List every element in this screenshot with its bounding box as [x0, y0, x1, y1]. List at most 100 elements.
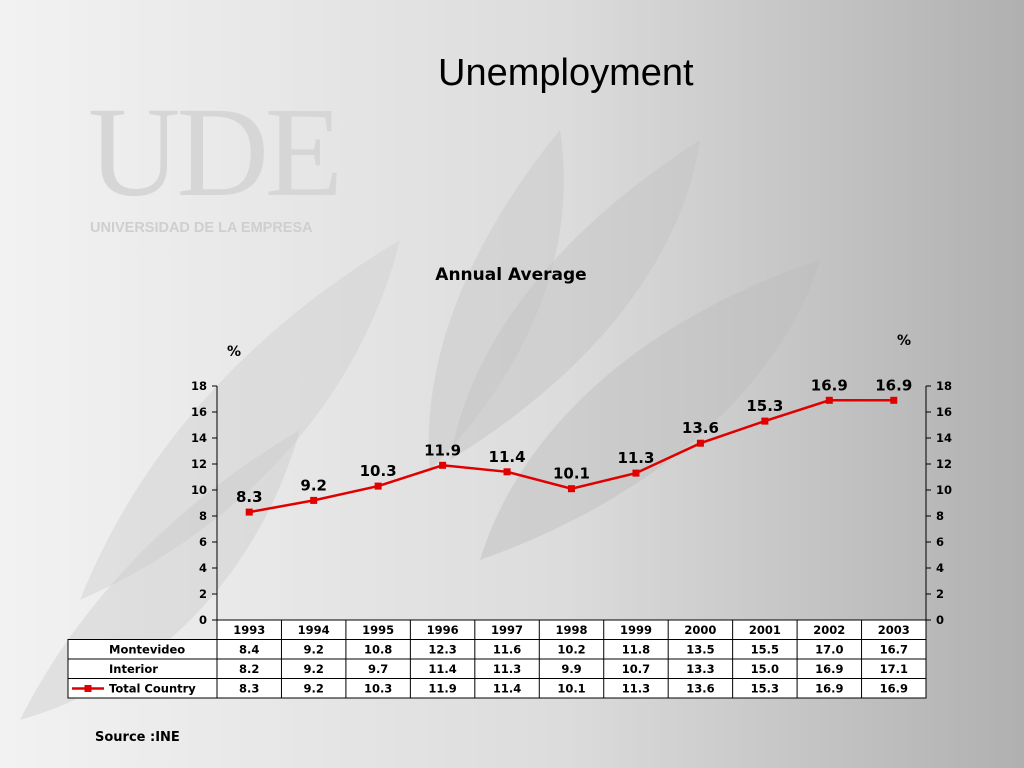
left-tick-label: 14 — [191, 431, 207, 445]
table-cell: 13.5 — [686, 643, 714, 657]
right-tick-label: 10 — [936, 483, 952, 497]
table-cell: 15.5 — [751, 643, 779, 657]
table-cell: 10.3 — [364, 682, 392, 696]
data-label: 16.9 — [875, 376, 912, 394]
logo-subtitle: UNIVERSIDAD DE LA EMPRESA — [90, 220, 313, 236]
right-tick-label: 18 — [936, 379, 952, 393]
right-tick-label: 14 — [936, 431, 952, 445]
table-cell: 10.7 — [622, 662, 650, 676]
data-point — [825, 396, 833, 404]
category-label: 2003 — [878, 623, 910, 637]
page-title: Unemployment — [438, 52, 694, 94]
table-cell: 8.2 — [239, 662, 259, 676]
right-tick-label: 12 — [936, 457, 952, 471]
category-label: 2000 — [684, 623, 716, 637]
category-label: 1995 — [362, 623, 394, 637]
data-point — [568, 485, 575, 493]
table-cell: 10.2 — [557, 643, 585, 657]
university-logo: UDE UNIVERSIDAD DE LA EMPRESA — [88, 88, 358, 248]
table-cell: 17.1 — [880, 662, 908, 676]
data-point — [632, 469, 640, 477]
right-tick-label: 4 — [936, 561, 944, 575]
right-tick-label: 2 — [936, 587, 944, 601]
table-cell: 10.1 — [557, 682, 585, 696]
table-cell: 8.3 — [239, 682, 259, 696]
data-label: 11.3 — [617, 449, 654, 467]
table-row-label: Total Country — [109, 682, 196, 696]
table-cell: 9.9 — [561, 662, 581, 676]
category-label: 1998 — [555, 623, 587, 637]
y-axis-label-right: % — [897, 333, 911, 349]
category-label: 1996 — [427, 623, 459, 637]
data-label: 10.1 — [553, 465, 590, 483]
data-point — [374, 482, 382, 490]
data-label: 8.3 — [236, 488, 263, 506]
category-label: 2002 — [813, 623, 845, 637]
left-tick-label: 4 — [199, 561, 207, 575]
table-cell: 8.4 — [239, 643, 259, 657]
table-cell: 9.2 — [303, 662, 323, 676]
table-cell: 13.3 — [686, 662, 714, 676]
table-cell: 11.3 — [493, 662, 521, 676]
chart-title-text: Annual Average — [435, 265, 587, 285]
total-country-line — [249, 399, 894, 514]
data-point — [761, 417, 769, 425]
data-label: 9.2 — [300, 476, 327, 494]
left-tick-label: 8 — [199, 509, 207, 523]
data-label: 16.9 — [811, 376, 848, 394]
data-label: 11.9 — [424, 441, 461, 459]
left-tick-label: 2 — [199, 587, 207, 601]
table-cell: 16.9 — [880, 682, 908, 696]
table-cell: 16.7 — [880, 643, 908, 657]
table-cell: 13.6 — [686, 682, 714, 696]
category-label: 2001 — [749, 623, 781, 637]
table-cell: 11.3 — [622, 682, 650, 696]
table-row-label: Interior — [109, 662, 158, 676]
data-point — [439, 461, 447, 469]
table-cell: 10.8 — [364, 643, 392, 657]
category-label: 1993 — [233, 623, 265, 637]
left-tick-label: 10 — [191, 483, 207, 497]
data-point — [245, 508, 253, 516]
left-tick-label: 18 — [191, 379, 207, 393]
table-cell: 11.8 — [622, 643, 650, 657]
category-label: 1997 — [491, 623, 523, 637]
table-cell: 16.9 — [815, 662, 843, 676]
data-point — [503, 468, 511, 476]
table-cell: 15.0 — [751, 662, 779, 676]
left-tick-label: 12 — [191, 457, 207, 471]
table-cell: 11.4 — [428, 662, 456, 676]
category-label: 1999 — [620, 623, 652, 637]
data-label: 15.3 — [746, 397, 783, 415]
chart-title: Annual Average — [0, 265, 1024, 285]
left-tick-label: 0 — [199, 613, 207, 627]
right-tick-label: 8 — [936, 509, 944, 523]
table-cell: 17.0 — [815, 643, 843, 657]
right-tick-label: 6 — [936, 535, 944, 549]
left-tick-label: 6 — [199, 535, 207, 549]
y-axis-label-left: % — [227, 344, 241, 360]
data-point — [310, 496, 318, 504]
source-note: Source :INE — [95, 730, 180, 745]
category-label: 1994 — [298, 623, 330, 637]
table-cell: 9.2 — [303, 682, 323, 696]
logo-letters: UDE — [88, 81, 343, 223]
legend-marker-swatch — [84, 685, 92, 692]
table-row-label: Montevideo — [109, 643, 185, 657]
right-tick-label: 16 — [936, 405, 952, 419]
table-cell: 11.6 — [493, 643, 521, 657]
table-cell: 16.9 — [815, 682, 843, 696]
table-cell: 12.3 — [428, 643, 456, 657]
table-cell: 15.3 — [751, 682, 779, 696]
table-cell: 11.4 — [493, 682, 521, 696]
table-cell: 9.2 — [303, 643, 323, 657]
data-point — [696, 439, 704, 447]
data-label: 11.4 — [489, 448, 526, 466]
right-tick-label: 0 — [936, 613, 944, 627]
table-cell: 9.7 — [368, 662, 388, 676]
data-label: 13.6 — [682, 419, 719, 437]
data-label: 10.3 — [360, 462, 397, 480]
left-tick-label: 16 — [191, 405, 207, 419]
